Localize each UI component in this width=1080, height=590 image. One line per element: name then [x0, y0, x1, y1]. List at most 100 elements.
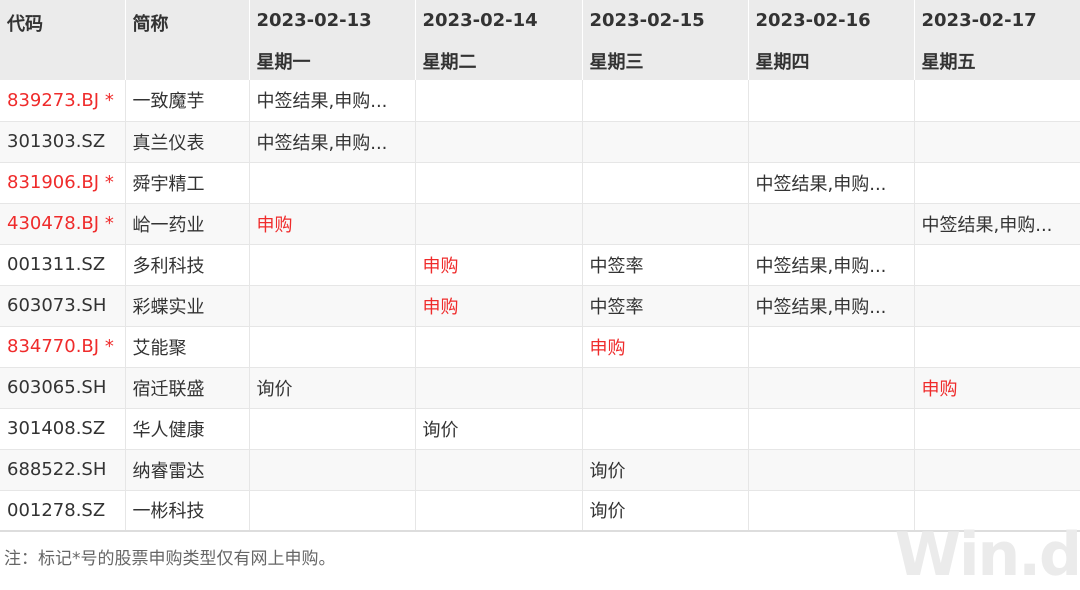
event-cell — [748, 408, 915, 450]
event-cell — [914, 408, 1080, 450]
stock-code: 688522.SH — [0, 449, 126, 491]
event-cell — [748, 203, 915, 245]
event-cell — [914, 121, 1080, 163]
header-weekday: 星期二 — [415, 40, 583, 80]
event-cell: 中签结果,申购... — [249, 121, 416, 163]
event-cell — [415, 203, 583, 245]
stock-code: 603065.SH — [0, 367, 126, 409]
event-cell: 申购 — [914, 367, 1080, 409]
event-cell — [582, 80, 749, 122]
event-cell — [249, 326, 416, 368]
event-cell — [582, 203, 749, 245]
stock-code: 839273.BJ * — [0, 80, 126, 122]
footnote: 注：标记*号的股票申购类型仅有网上申购。 — [4, 549, 336, 569]
event-cell: 中签结果,申购... — [914, 203, 1080, 245]
header-date: 2023-02-14 — [415, 0, 583, 40]
header-weekday: 星期一 — [249, 40, 416, 80]
stock-name: 彩蝶实业 — [125, 285, 250, 327]
wind-watermark: Win.d — [894, 520, 1080, 590]
stock-code: 001278.SZ — [0, 490, 126, 532]
table-row: 839273.BJ * 一致魔芋 中签结果,申购... — [0, 80, 1080, 122]
header-weekday: 星期五 — [914, 40, 1080, 80]
event-cell: 询价 — [415, 408, 583, 450]
table-row: 831906.BJ * 舜宇精工 中签结果,申购... — [0, 162, 1080, 204]
table-row: 430478.BJ * 峆一药业 申购 中签结果,申购... — [0, 203, 1080, 245]
event-cell — [415, 367, 583, 409]
event-cell — [914, 449, 1080, 491]
stock-name: 华人健康 — [125, 408, 250, 450]
ipo-calendar-table: 代码 简称 2023-02-13 2023-02-14 2023-02-15 2023… — [0, 0, 1080, 532]
event-cell — [249, 244, 416, 286]
stock-code: 301408.SZ — [0, 408, 126, 450]
event-cell — [249, 449, 416, 491]
table-row: 001278.SZ 一彬科技 询价 — [0, 490, 1080, 532]
stock-code: 430478.BJ * — [0, 203, 126, 245]
table-row: 301408.SZ 华人健康 询价 — [0, 408, 1080, 450]
event-cell — [582, 408, 749, 450]
event-cell — [249, 490, 416, 532]
event-cell: 中签结果,申购... — [748, 244, 915, 286]
stock-code: 001311.SZ — [0, 244, 126, 286]
event-cell — [249, 285, 416, 327]
event-cell — [582, 367, 749, 409]
event-cell — [748, 490, 915, 532]
event-cell — [415, 162, 583, 204]
event-cell — [249, 408, 416, 450]
event-cell — [748, 449, 915, 491]
event-cell — [914, 244, 1080, 286]
table-row: 001311.SZ 多利科技 申购 中签率 中签结果,申购... — [0, 244, 1080, 286]
event-cell — [415, 80, 583, 122]
table-row: 301303.SZ 真兰仪表 中签结果,申购... — [0, 121, 1080, 163]
event-cell — [415, 121, 583, 163]
event-cell — [249, 162, 416, 204]
stock-name: 峆一药业 — [125, 203, 250, 245]
stock-name: 一致魔芋 — [125, 80, 250, 122]
event-cell — [415, 449, 583, 491]
event-cell — [748, 80, 915, 122]
header-code: 代码 — [0, 0, 126, 80]
event-cell — [415, 490, 583, 532]
stock-name: 一彬科技 — [125, 490, 250, 532]
event-cell: 中签结果,申购... — [748, 285, 915, 327]
table-row: 603065.SH 宿迁联盛 询价 申购 — [0, 367, 1080, 409]
event-cell — [748, 326, 915, 368]
event-cell: 申购 — [415, 285, 583, 327]
event-cell — [415, 326, 583, 368]
event-cell — [748, 367, 915, 409]
event-cell: 中签结果,申购... — [748, 162, 915, 204]
header-weekday: 星期四 — [748, 40, 915, 80]
event-cell: 中签结果,申购... — [249, 80, 416, 122]
event-cell: 询价 — [582, 449, 749, 491]
stock-name: 真兰仪表 — [125, 121, 250, 163]
header-date: 2023-02-15 — [582, 0, 749, 40]
stock-name: 舜宇精工 — [125, 162, 250, 204]
event-cell: 询价 — [582, 490, 749, 532]
table-row: 834770.BJ * 艾能聚 申购 — [0, 326, 1080, 368]
event-cell: 中签率 — [582, 244, 749, 286]
stock-name: 多利科技 — [125, 244, 250, 286]
header-date: 2023-02-16 — [748, 0, 915, 40]
table-row: 688522.SH 纳睿雷达 询价 — [0, 449, 1080, 491]
event-cell: 询价 — [249, 367, 416, 409]
event-cell: 申购 — [249, 203, 416, 245]
event-cell — [914, 326, 1080, 368]
stock-code: 831906.BJ * — [0, 162, 126, 204]
stock-code: 301303.SZ — [0, 121, 126, 163]
stock-name: 纳睿雷达 — [125, 449, 250, 491]
stock-name: 宿迁联盛 — [125, 367, 250, 409]
stock-name: 艾能聚 — [125, 326, 250, 368]
header-name: 简称 — [125, 0, 250, 80]
stock-code: 603073.SH — [0, 285, 126, 327]
table-row: 603073.SH 彩蝶实业 申购 中签率 中签结果,申购... — [0, 285, 1080, 327]
header-date: 2023-02-13 — [249, 0, 416, 40]
event-cell: 申购 — [582, 326, 749, 368]
event-cell — [582, 162, 749, 204]
event-cell: 申购 — [415, 244, 583, 286]
event-cell: 中签率 — [582, 285, 749, 327]
event-cell — [748, 121, 915, 163]
event-cell — [914, 490, 1080, 532]
event-cell — [914, 162, 1080, 204]
header-weekday: 星期三 — [582, 40, 749, 80]
event-cell — [914, 285, 1080, 327]
event-cell — [582, 121, 749, 163]
